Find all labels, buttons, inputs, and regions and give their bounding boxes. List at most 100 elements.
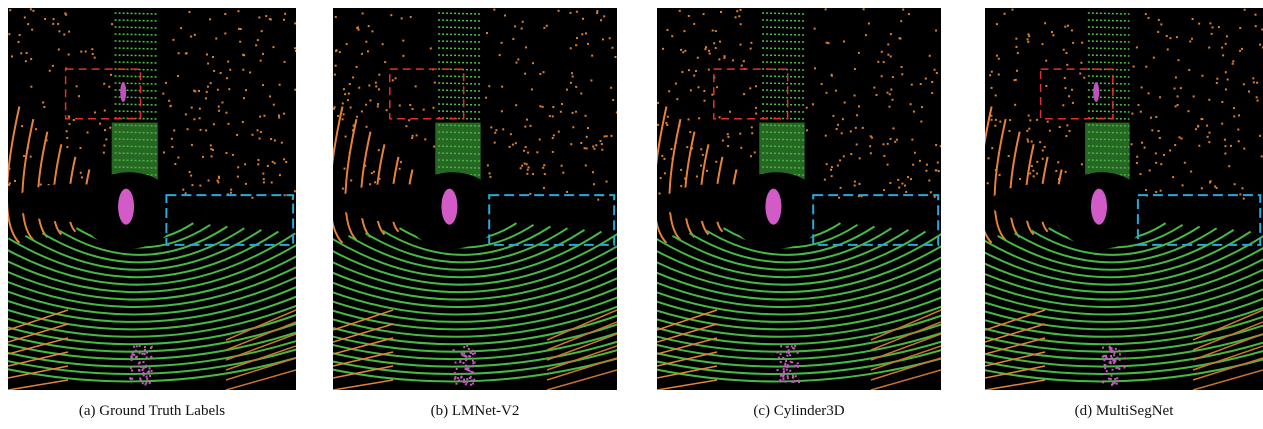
- building-point: [1214, 185, 1216, 187]
- building-point: [894, 141, 896, 143]
- building-point: [174, 163, 176, 165]
- building-point: [1031, 165, 1033, 167]
- building-point: [262, 173, 264, 175]
- building-point: [593, 148, 595, 150]
- building-point: [262, 53, 264, 55]
- building-point: [1188, 69, 1190, 71]
- building-point: [295, 50, 297, 52]
- building-point: [700, 165, 702, 167]
- person-point: [794, 345, 796, 347]
- building-point: [99, 123, 101, 125]
- building-point: [739, 9, 741, 11]
- building-point: [1158, 130, 1160, 132]
- building-point: [259, 116, 261, 118]
- building-point: [661, 155, 663, 157]
- building-point: [696, 175, 698, 177]
- person-point: [469, 370, 471, 372]
- building-point: [552, 115, 554, 117]
- building-point: [668, 90, 670, 92]
- building-point: [211, 155, 213, 157]
- building-point: [1148, 92, 1150, 94]
- building-point: [1238, 140, 1240, 142]
- building-point: [935, 169, 937, 171]
- building-point: [743, 60, 745, 62]
- building-point: [739, 44, 741, 46]
- building-point: [1047, 121, 1049, 123]
- person-point: [797, 366, 799, 368]
- building-point: [294, 190, 296, 192]
- building-point: [400, 161, 402, 163]
- building-point: [1045, 85, 1047, 87]
- building-point: [890, 55, 892, 57]
- building-point: [749, 87, 751, 89]
- building-point: [269, 18, 271, 20]
- building-point: [614, 56, 616, 58]
- building-point: [1192, 18, 1194, 20]
- building-point: [1160, 163, 1162, 165]
- building-point: [411, 137, 413, 139]
- building-point: [1158, 19, 1160, 21]
- building-point: [1027, 141, 1029, 143]
- building-point: [1045, 60, 1047, 62]
- building-point: [207, 86, 209, 88]
- person-point: [1102, 347, 1104, 349]
- building-point: [570, 143, 572, 145]
- building-point: [512, 38, 514, 40]
- building-point: [998, 58, 1000, 60]
- building-point: [901, 66, 903, 68]
- person-point: [1114, 382, 1116, 384]
- building-point: [900, 20, 902, 22]
- person-point: [1103, 359, 1105, 361]
- building-point: [718, 58, 720, 60]
- building-point: [206, 91, 208, 93]
- building-point: [558, 10, 560, 12]
- building-point: [1014, 104, 1016, 106]
- building-point: [213, 70, 215, 72]
- building-point: [681, 71, 683, 73]
- building-point: [593, 183, 595, 185]
- building-point: [611, 47, 613, 49]
- building-point: [1224, 139, 1226, 141]
- figure: (a) Ground Truth Labels(b) LMNet-V2(c) C…: [0, 0, 1263, 429]
- building-point: [855, 127, 857, 129]
- building-point: [1212, 26, 1214, 28]
- building-point: [890, 89, 892, 91]
- person-point: [454, 372, 456, 374]
- building-point: [930, 191, 932, 193]
- building-point: [26, 52, 28, 54]
- person-point: [787, 377, 789, 379]
- building-point: [708, 50, 710, 52]
- building-point: [405, 125, 407, 127]
- building-point: [202, 156, 204, 158]
- building-point: [375, 85, 377, 87]
- building-point: [1233, 115, 1235, 117]
- building-point: [347, 99, 349, 101]
- person-point: [139, 377, 141, 379]
- building-point: [532, 62, 534, 64]
- building-point: [1208, 47, 1210, 49]
- building-point: [270, 138, 272, 140]
- building-point: [529, 125, 531, 127]
- building-point: [1149, 169, 1151, 171]
- building-point: [542, 167, 544, 169]
- building-point: [1209, 181, 1211, 183]
- building-point: [11, 55, 13, 57]
- building-point: [755, 107, 757, 109]
- terrain-arc: [948, 81, 963, 248]
- building-point: [284, 13, 286, 15]
- building-point: [170, 105, 172, 107]
- building-point: [1029, 119, 1031, 121]
- building-point: [570, 82, 572, 84]
- person-point: [797, 362, 799, 364]
- building-point: [666, 29, 668, 31]
- building-point: [586, 136, 588, 138]
- building-point: [1079, 73, 1081, 75]
- building-point: [611, 135, 613, 137]
- building-point: [572, 112, 574, 114]
- building-point: [237, 10, 239, 12]
- building-point: [432, 107, 434, 109]
- building-point: [863, 8, 865, 10]
- building-point: [936, 72, 938, 74]
- building-point: [294, 89, 296, 91]
- building-point: [283, 158, 285, 160]
